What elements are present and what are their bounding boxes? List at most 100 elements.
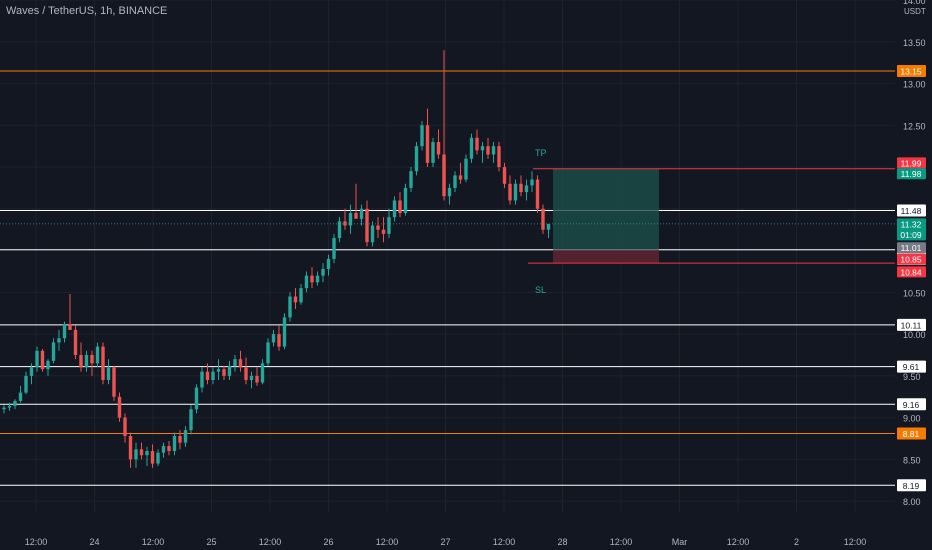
candle-body [51,342,56,361]
candle-body [24,375,28,393]
candle-body [403,187,408,213]
candle-body [409,171,413,188]
candle-body [486,146,490,155]
y-tick-label: 8.00 [903,497,921,507]
candle-body [84,354,89,368]
candle-body [354,212,358,219]
candle-body [211,371,215,381]
candle-body [337,221,342,239]
candle-body [200,371,204,388]
candle-body [282,317,287,347]
candle-body [167,446,171,452]
price-tag-label: 11.01 [901,243,922,253]
candle-body [326,258,331,269]
candle-body [497,146,501,168]
price-tag [897,168,926,180]
level-tag [897,360,926,373]
x-tick-label: 12:00 [610,537,633,547]
candle-body [425,125,430,163]
candle-body [491,146,496,155]
x-tick-label: 12:00 [259,537,282,547]
x-tick-label: 25 [206,537,216,547]
candle-body [134,449,138,460]
candle-body [480,146,485,151]
level-tag-label: 9.16 [903,400,920,410]
candle-body [519,183,523,193]
long-position-tool[interactable]: TP SL [528,148,895,295]
candle-body [106,367,111,381]
candle-body [387,217,391,234]
candle-body [260,363,265,383]
candle-body [68,324,72,330]
x-tick-label: 27 [440,537,450,547]
candle-body [183,430,188,443]
candle-body [365,208,369,243]
candle-body [370,225,375,243]
horizontal-levels[interactable] [0,70,895,486]
level-tag-label: 8.19 [903,481,920,491]
level-tag-label: 8.81 [903,429,920,439]
candle-body [222,369,226,376]
candle-body [189,409,193,431]
candle-body [139,449,144,456]
x-tick-label: 12:00 [844,537,867,547]
candle-body [293,296,298,303]
price-tag [897,218,926,241]
x-tick-label: 24 [89,537,99,547]
x-tick-label: 2 [794,537,799,547]
candle-body [40,350,45,370]
time-axis[interactable]: 12:00 24 12:00 25 12:00 26 12:00 27 12:00 28 12:00… [25,537,867,547]
candle-body [112,367,116,397]
candle-body [90,354,94,364]
price-tag-label: 11.99 [901,158,922,168]
level-tag-label: 13.15 [900,66,922,76]
candle-body [376,225,380,230]
y-tick-label: 9.50 [903,372,921,382]
price-tag [897,157,926,169]
candle-body [35,350,39,368]
candle-body [57,338,61,343]
candle-body [420,125,424,147]
level-tag [897,479,926,492]
x-tick-label: 12:00 [376,537,399,547]
level-tag-label: 9.61 [903,362,920,372]
level-tag [897,398,926,411]
x-tick-label: 28 [557,537,567,547]
candle-body [288,296,292,318]
y-tick-label: 13.50 [903,38,926,48]
level-tag-label: 11.48 [901,206,922,216]
candle-body [535,179,540,209]
candle-body [343,221,347,226]
candle-body [508,183,512,201]
candle-body [398,200,402,213]
y-tick-label: 8.50 [903,455,921,465]
candle-body [266,342,270,364]
level-tag-label: 10.11 [901,320,922,330]
candle-body [7,405,12,408]
y-tick-label: 10.00 [903,330,926,340]
candle-body [502,167,507,184]
candle-body [46,360,50,370]
candle-body [79,354,83,368]
y-tick-label: 10.50 [903,288,926,298]
x-tick-label: 12:00 [142,537,165,547]
candle-body [414,146,419,172]
tp-zone [553,168,659,250]
candle-body [513,183,518,201]
candle-body [238,359,243,368]
tp-label: TP [535,148,547,158]
candle-body [73,329,78,355]
candle-body [29,367,34,376]
candle-body [249,375,254,381]
price-tag-label: 11.98 [901,169,922,179]
candle-body [524,185,529,193]
candle-body [315,275,320,283]
candle-body [18,392,23,401]
price-tag [897,266,926,278]
candle-body [392,200,397,218]
candle-body [255,375,259,383]
candle-body [469,137,474,159]
candle-body [381,229,386,234]
